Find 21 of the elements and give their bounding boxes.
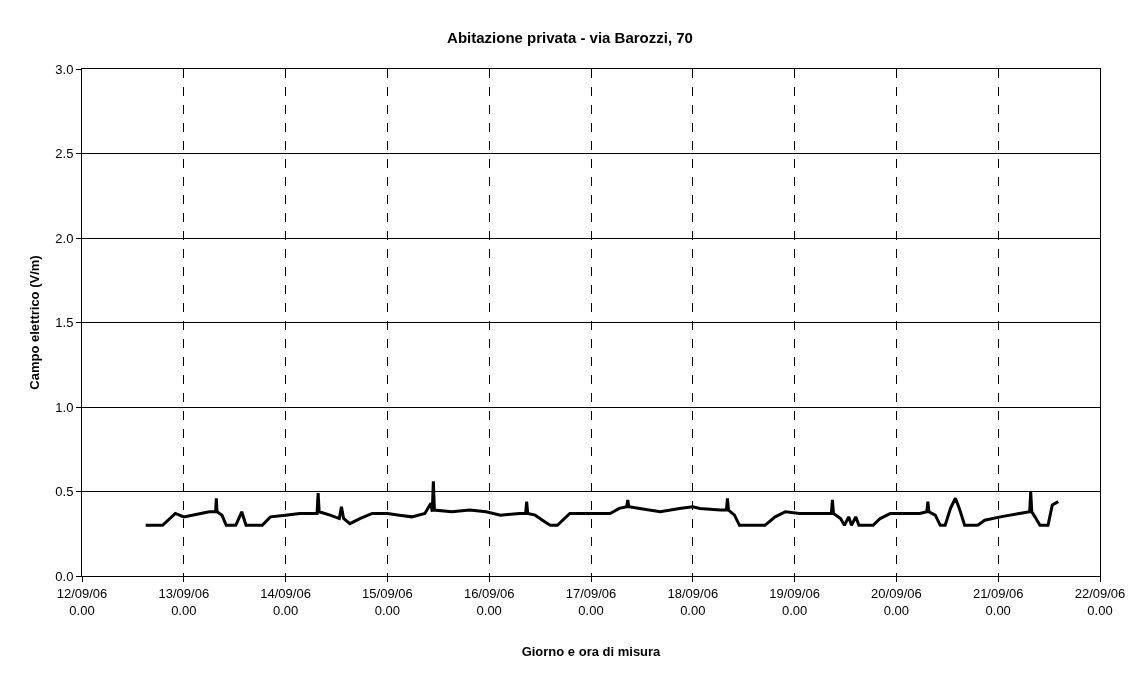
x-tick-label: 18/09/06 0.00 (667, 585, 719, 618)
y-tick-label: 1.0 (55, 399, 74, 415)
x-tick-label: 16/09/06 0.00 (463, 585, 515, 618)
y-tick-label: 0.0 (55, 568, 74, 584)
x-tick-label: 13/09/06 0.00 (158, 585, 210, 618)
x-tick-label: 20/09/06 0.00 (871, 585, 922, 618)
x-axis-title: Giorno e ora di misura (521, 644, 662, 660)
x-tick-label: 17/09/06 0.00 (565, 585, 617, 618)
x-tick-label: 21/09/06 0.00 (972, 585, 1024, 618)
x-tick-label: 19/09/06 0.00 (769, 585, 820, 618)
y-tick-label: 2.5 (55, 146, 74, 162)
x-tick-label: 15/09/06 0.00 (362, 585, 413, 618)
x-tick-label: 12/09/06 0.00 (56, 585, 108, 618)
y-tick-label: 3.0 (55, 61, 74, 77)
x-tick-label: 14/09/06 0.00 (260, 585, 311, 618)
y-axis-title: Campo elettrico (V/m) (27, 255, 43, 390)
chart-title: Abitazione privata - via Barozzi, 70 (447, 29, 693, 47)
x-tick-label: 22/09/06 0.00 (1074, 585, 1126, 618)
y-tick-label: 2.0 (55, 230, 74, 246)
y-tick-label: 0.5 (55, 484, 74, 500)
y-tick-label: 1.5 (55, 315, 74, 331)
